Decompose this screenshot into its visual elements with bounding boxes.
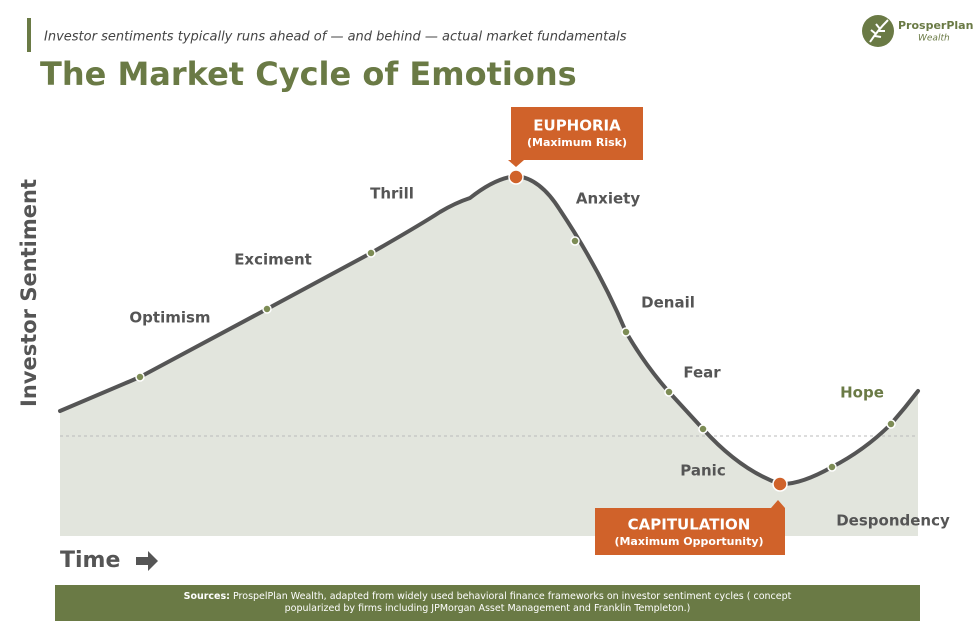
stage-label: Despondency — [836, 512, 950, 530]
accent-bar — [27, 18, 31, 52]
trough-callout — [595, 500, 785, 555]
peak-subtitle: (Maximum Risk) — [527, 136, 627, 149]
x-axis-label: Time — [60, 548, 120, 573]
stage-label: Panic — [680, 462, 725, 480]
stage-label: Thrill — [370, 185, 414, 203]
sources-text: ProspelPlan Wealth, adapted from widely … — [233, 591, 792, 614]
title: The Market Cycle of Emotions — [40, 55, 577, 93]
stage-label: Optimism — [129, 309, 210, 327]
stage-dots — [135, 236, 896, 472]
peak-dot — [508, 169, 524, 185]
stage-label: Hope — [840, 384, 884, 402]
area — [60, 176, 918, 536]
subtitle: Investor sentiments typically runs ahead… — [44, 30, 627, 45]
stage-label: Anxiety — [576, 190, 640, 208]
logo-tagline: Wealth — [918, 34, 950, 44]
time-arrow — [136, 551, 158, 571]
trough-title: CAPITULATION — [628, 516, 751, 534]
sources: Sources: ProspelPlan Wealth, adapted fro… — [175, 591, 800, 615]
sources-band: Sources: ProspelPlan Wealth, adapted fro… — [55, 585, 920, 621]
logo-leaf — [869, 19, 889, 43]
peak-title: EUPHORIA — [533, 117, 621, 135]
sources-label: Sources: — [183, 591, 230, 602]
stage-label: Fear — [683, 364, 721, 382]
y-axis-label: Investor Sentiment — [17, 179, 41, 407]
trough-dot — [772, 476, 788, 492]
trough-subtitle: (Maximum Opportunity) — [614, 535, 763, 548]
diagram: Investor sentiments typically runs ahead… — [17, 15, 973, 573]
peak-callout — [508, 107, 643, 167]
stage-label: Denail — [641, 294, 695, 312]
logo-name: ProsperPlan — [898, 19, 973, 32]
stage-label: Exciment — [234, 251, 312, 269]
